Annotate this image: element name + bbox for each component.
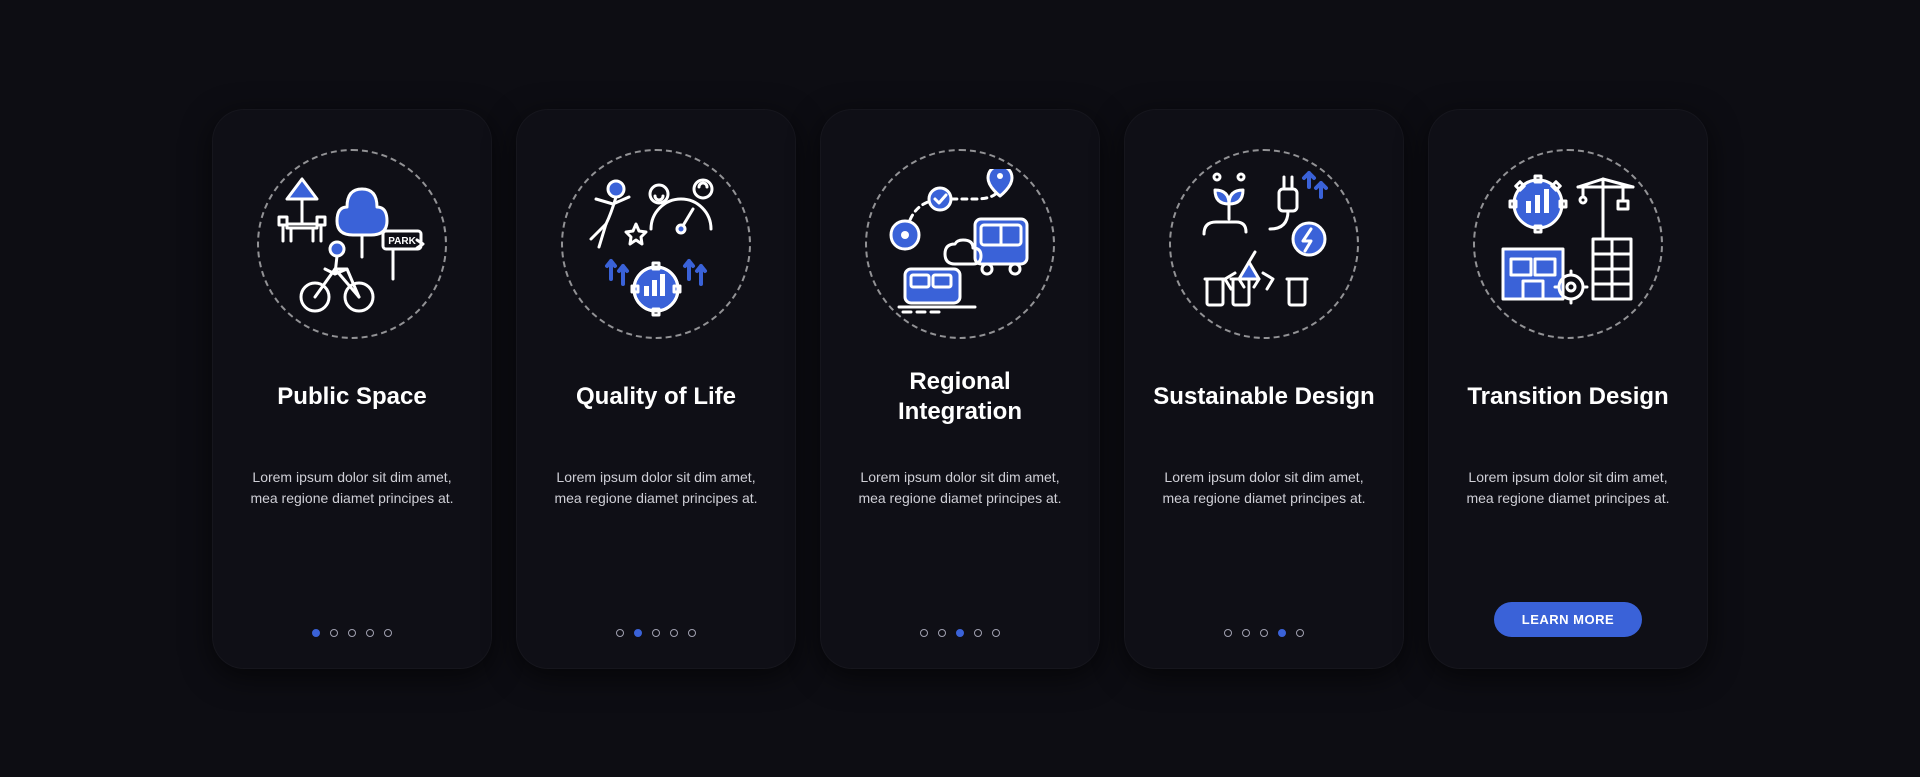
card-description: Lorem ipsum dolor sit dim amet, mea regi… — [240, 467, 464, 611]
card-title: Public Space — [277, 367, 426, 427]
dot[interactable] — [1260, 629, 1268, 637]
card-description: Lorem ipsum dolor sit dim amet, mea regi… — [1152, 467, 1376, 611]
dot[interactable] — [992, 629, 1000, 637]
card-description: Lorem ipsum dolor sit dim amet, mea regi… — [544, 467, 768, 611]
icon-circle: PARK — [257, 149, 447, 339]
dashed-border — [257, 149, 447, 339]
dot[interactable] — [688, 629, 696, 637]
dashed-border — [1169, 149, 1359, 339]
onboarding-card: Transition Design Lorem ipsum dolor sit … — [1428, 109, 1708, 669]
dashed-border — [865, 149, 1055, 339]
dot[interactable] — [1242, 629, 1250, 637]
card-description: Lorem ipsum dolor sit dim amet, mea regi… — [848, 467, 1072, 611]
dot[interactable] — [956, 629, 964, 637]
dot[interactable] — [616, 629, 624, 637]
icon-circle — [561, 149, 751, 339]
card-description: Lorem ipsum dolor sit dim amet, mea regi… — [1456, 467, 1680, 584]
dot[interactable] — [938, 629, 946, 637]
onboarding-card: Regional Integration Lorem ipsum dolor s… — [820, 109, 1100, 669]
dot[interactable] — [366, 629, 374, 637]
dashed-border — [1473, 149, 1663, 339]
dot[interactable] — [920, 629, 928, 637]
dashed-border — [561, 149, 751, 339]
dot[interactable] — [348, 629, 356, 637]
pagination-dots — [1224, 629, 1304, 637]
icon-circle — [865, 149, 1055, 339]
learn-more-button[interactable]: LEARN MORE — [1494, 602, 1642, 637]
onboarding-card: Sustainable Design Lorem ipsum dolor sit… — [1124, 109, 1404, 669]
dot[interactable] — [312, 629, 320, 637]
pagination-dots — [616, 629, 696, 637]
dot[interactable] — [330, 629, 338, 637]
icon-circle — [1169, 149, 1359, 339]
dot[interactable] — [652, 629, 660, 637]
dot[interactable] — [1224, 629, 1232, 637]
dot[interactable] — [1278, 629, 1286, 637]
pagination-dots — [920, 629, 1000, 637]
card-title: Regional Integration — [848, 367, 1072, 427]
card-title: Quality of Life — [576, 367, 736, 427]
dot[interactable] — [974, 629, 982, 637]
card-title: Sustainable Design — [1153, 367, 1374, 427]
onboarding-card: Quality of Life Lorem ipsum dolor sit di… — [516, 109, 796, 669]
dot[interactable] — [670, 629, 678, 637]
dot[interactable] — [1296, 629, 1304, 637]
onboarding-card: PARK Public Space Lorem ipsum dolor sit … — [212, 109, 492, 669]
icon-circle — [1473, 149, 1663, 339]
pagination-dots — [312, 629, 392, 637]
card-title: Transition Design — [1467, 367, 1668, 427]
dot[interactable] — [384, 629, 392, 637]
dot[interactable] — [634, 629, 642, 637]
